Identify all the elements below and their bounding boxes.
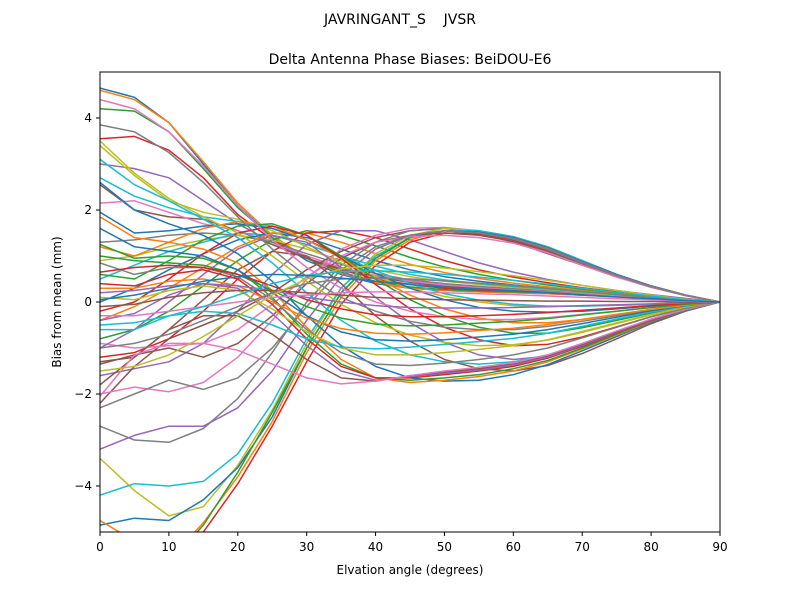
x-tick-label: 50 — [437, 540, 452, 554]
series-line-52 — [100, 278, 720, 335]
series-line-51 — [100, 227, 720, 342]
series-line-56 — [100, 289, 720, 308]
series-line-47 — [100, 301, 720, 397]
series-line-25 — [100, 229, 720, 450]
series-line-60 — [100, 269, 720, 326]
x-tick-label: 30 — [299, 540, 314, 554]
x-tick-label: 0 — [96, 540, 104, 554]
series-line-55 — [100, 282, 720, 309]
figure-suptitle: JAVRINGANT_S JVSR — [323, 12, 476, 28]
series-line-31 — [100, 211, 720, 313]
x-tick-label: 10 — [161, 540, 176, 554]
x-axis-ticks: 0 10 20 30 40 50 60 70 80 90 — [96, 532, 728, 554]
y-tick-label: 0 — [84, 295, 92, 309]
series-line-58 — [100, 277, 720, 349]
series-line-39 — [100, 140, 720, 347]
y-tick-label: 2 — [84, 203, 92, 217]
y-tick-label: 4 — [84, 111, 92, 125]
x-tick-label: 40 — [368, 540, 383, 554]
series-group — [100, 87, 720, 532]
x-tick-label: 80 — [643, 540, 658, 554]
x-tick-label: 70 — [575, 540, 590, 554]
series-line-59 — [100, 264, 720, 372]
y-tick-label: −4 — [74, 479, 92, 493]
series-line-33 — [100, 223, 720, 335]
series-line-38 — [100, 124, 720, 331]
y-axis-label: Bias from mean (mm) — [50, 236, 64, 367]
x-tick-label: 90 — [712, 540, 727, 554]
series-line-50 — [100, 301, 720, 350]
series-line-28 — [100, 229, 720, 409]
x-tick-label: 60 — [506, 540, 521, 554]
x-tick-label: 20 — [230, 540, 245, 554]
y-tick-label: −2 — [74, 387, 92, 401]
series-line-53 — [100, 255, 720, 327]
chart-title: Delta Antenna Phase Biases: BeiDOU-E6 — [269, 52, 552, 68]
y-axis-ticks: −4 −2 0 2 4 — [74, 111, 100, 493]
series-line-54 — [100, 264, 720, 318]
series-line-49 — [100, 285, 720, 356]
series-line-61 — [100, 273, 720, 303]
series-line-42 — [100, 216, 720, 384]
series-line-43 — [100, 243, 720, 381]
x-axis-label: Elvation angle (degrees) — [337, 563, 484, 577]
